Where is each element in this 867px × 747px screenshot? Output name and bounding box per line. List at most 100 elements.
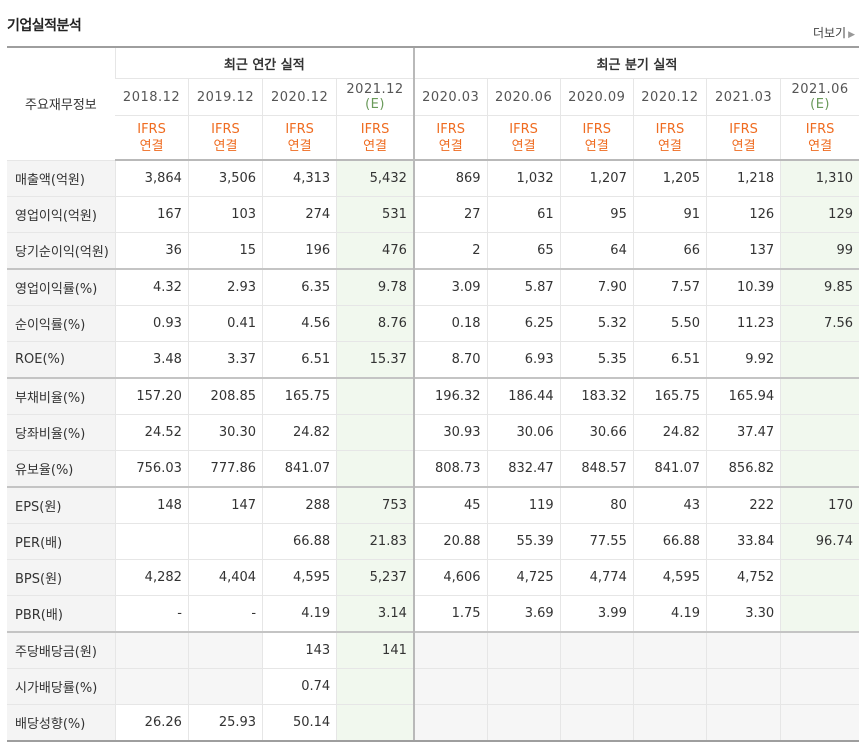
annual-value-cell: 50.14 [262,704,337,742]
period-label: 2020.03 [422,89,480,105]
quarter-period-header: 2020.03 [412,78,488,116]
quarter-value-cell: 77.55 [559,523,634,560]
quarter-value-cell: 1,032 [486,160,561,197]
period-label: 2020.06 [494,89,553,105]
period-label: 2020.09 [568,89,626,105]
annual-value-cell: 4.19 [262,595,337,633]
row-label: 부채비율(%) [7,377,116,415]
quarter-value-cell [559,704,634,742]
ifrs-label: IFRS 연결 [336,115,414,161]
annual-value-cell: 4.32 [114,268,189,306]
quarter-value-cell: 137 [705,232,781,270]
annual-group-header: 최근 연간 실적 [114,46,414,79]
annual-value-cell [187,523,263,560]
ifrs-line1: IFRS [655,121,685,137]
table-row: 시가배당률(%) 0.74 [7,668,859,705]
period-label: 2021.12 [346,82,404,97]
row-label: 유보율(%) [7,450,116,488]
quarter-value-cell: 10.39 [705,268,781,306]
annual-value-cell: 24.82 [262,414,337,451]
section-title: 기업실적분석 [7,18,82,34]
annual-value-cell [114,668,189,705]
quarter-group-header: 최근 분기 실적 [412,46,859,79]
quarter-value-cell: 1,310 [780,160,859,197]
quarter-value-cell: 66.88 [632,523,707,560]
ifrs-line1: IFRS [805,121,835,137]
quarter-value-cell [486,631,561,669]
annual-value-cell: 25.93 [187,704,263,742]
annual-value-cell: 4,313 [262,160,337,197]
quarter-value-cell: 0.18 [412,305,488,342]
annual-value-cell: 24.52 [114,414,189,451]
annual-value-cell: - [114,595,189,633]
row-label: 배당성향(%) [7,704,116,742]
quarter-value-cell: 5.50 [632,305,707,342]
annual-period-header: 2020.12 [262,78,337,116]
quarter-value-cell: 856.82 [705,450,781,488]
annual-value-cell: 4,282 [114,559,189,596]
quarter-value-cell [780,341,859,379]
table-row: 주당배당금(원) 143 141 [7,631,859,669]
table-row: 영업이익(억원) 167 103 274 531 27 61 95 91 126 129 [7,196,859,233]
table-row: 순이익률(%) 0.93 0.41 4.56 8.76 0.18 6.25 5.32 5.50 1… [7,305,859,342]
more-link[interactable]: 더보기 ▶ [813,24,855,41]
ifrs-label: IFRS 연결 [705,115,781,161]
quarter-value-cell: 6.51 [632,341,707,379]
quarter-value-cell: 64 [559,232,634,270]
row-label: 영업이익(억원) [7,196,116,233]
quarter-value-cell: 4,606 [412,559,488,596]
annual-value-cell: 36 [114,232,189,270]
ifrs-label: IFRS 연결 [187,115,263,161]
quarter-value-cell: 3.30 [705,595,781,633]
ifrs-label: IFRS 연결 [632,115,707,161]
annual-value-cell: 157.20 [114,377,189,415]
annual-value-cell: 476 [336,232,414,270]
annual-period-header: 2019.12 [187,78,263,116]
ifrs-line1: IFRS [729,121,758,137]
annual-value-cell: 2.93 [187,268,263,306]
quarter-value-cell: 80 [559,486,634,524]
quarter-value-cell [632,631,707,669]
quarter-value-cell: 6.25 [486,305,561,342]
quarter-value-cell: 1,205 [632,160,707,197]
quarter-value-cell: 3.69 [486,595,561,633]
ifrs-label: IFRS 연결 [115,115,189,161]
annual-value-cell [114,523,189,560]
annual-value-cell: 196 [262,232,337,270]
quarter-value-cell [780,377,859,415]
ifrs-line2: 연결 [213,138,238,154]
quarter-value-cell [780,414,859,451]
annual-value-cell: 0.93 [114,305,189,342]
quarter-value-cell: 30.93 [412,414,488,451]
annual-value-cell: 147 [187,486,263,524]
quarter-value-cell: 45 [412,486,488,524]
row-label: ROE(%) [7,341,116,379]
annual-value-cell: 841.07 [262,450,337,488]
quarter-value-cell [780,450,859,488]
quarter-period-header: 2021.03 [705,78,781,116]
quarter-value-cell: 27 [412,196,488,233]
quarter-value-cell: 170 [780,486,859,524]
annual-value-cell [336,704,414,742]
row-label: 영업이익률(%) [7,268,116,306]
annual-value-cell: 6.35 [262,268,337,306]
ifrs-line2: 연결 [139,138,164,154]
annual-value-cell: 3.48 [114,341,189,379]
ifrs-line2: 연결 [511,138,536,154]
table-row: 배당성향(%) 26.26 25.93 50.14 [7,704,859,742]
annual-value-cell: 777.86 [187,450,263,488]
annual-value-cell: 4,595 [262,559,337,596]
row-label: EPS(원) [7,486,116,524]
annual-value-cell: 0.41 [187,305,263,342]
annual-value-cell: 4,404 [187,559,263,596]
quarter-value-cell [705,631,781,669]
annual-value-cell: 167 [114,196,189,233]
quarter-value-cell: 848.57 [559,450,634,488]
annual-value-cell: 141 [336,631,414,669]
annual-value-cell [336,377,414,415]
ifrs-line2: 연결 [731,138,756,154]
annual-value-cell: 5,432 [336,160,414,197]
quarter-value-cell: 869 [412,160,488,197]
quarter-value-cell: 91 [632,196,707,233]
quarter-value-cell: 4,774 [559,559,634,596]
